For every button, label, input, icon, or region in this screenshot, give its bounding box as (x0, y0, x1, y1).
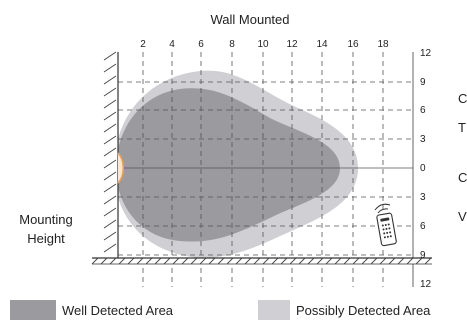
remote-control-icon (374, 203, 397, 247)
x-tick: 16 (347, 39, 359, 50)
y-tick: 6 (420, 105, 426, 116)
y-axis-ticks-lower: 3 6 9 12 (420, 192, 432, 290)
y-tick: 12 (420, 48, 432, 59)
x-tick: 8 (229, 39, 235, 50)
clipped-text-right: C T C V (458, 91, 467, 224)
floor-hatch (91, 257, 432, 265)
mounting-label: Mounting (19, 212, 72, 227)
x-axis-ticks: 2 4 6 8 10 12 14 16 18 (140, 39, 389, 50)
x-tick: 2 (140, 39, 146, 50)
diagram-title: Wall Mounted (211, 12, 290, 27)
x-tick: 12 (286, 39, 298, 50)
y-tick: 6 (420, 221, 426, 232)
height-label: Height (27, 231, 65, 246)
legend-swatch-possibly (258, 300, 290, 320)
clipped-letter: V (458, 209, 467, 224)
y-tick: 12 (420, 279, 432, 290)
y-tick: 9 (420, 77, 426, 88)
y-tick: 3 (420, 192, 426, 203)
legend: Well Detected Area Possibly Detected Are… (10, 300, 431, 320)
wall-hatch (103, 51, 119, 258)
legend-label-well: Well Detected Area (62, 303, 174, 318)
sensor-icon (117, 152, 125, 184)
grid-vertical (142, 52, 384, 287)
x-tick: 18 (377, 39, 389, 50)
y-axis-ticks-upper: 12 9 6 3 0 (420, 48, 432, 174)
legend-swatch-well (10, 300, 56, 320)
clipped-letter: C (458, 91, 467, 106)
grid-horizontal (118, 81, 413, 256)
y-tick: 9 (420, 250, 426, 261)
y-tick: 3 (420, 134, 426, 145)
x-tick: 6 (198, 39, 204, 50)
clipped-letter: T (458, 120, 466, 135)
y-tick: 0 (420, 163, 426, 174)
x-tick: 14 (316, 39, 328, 50)
legend-label-possibly: Possibly Detected Area (296, 303, 431, 318)
clipped-letter: C (458, 170, 467, 185)
x-tick: 4 (169, 39, 175, 50)
x-tick: 10 (257, 39, 269, 50)
